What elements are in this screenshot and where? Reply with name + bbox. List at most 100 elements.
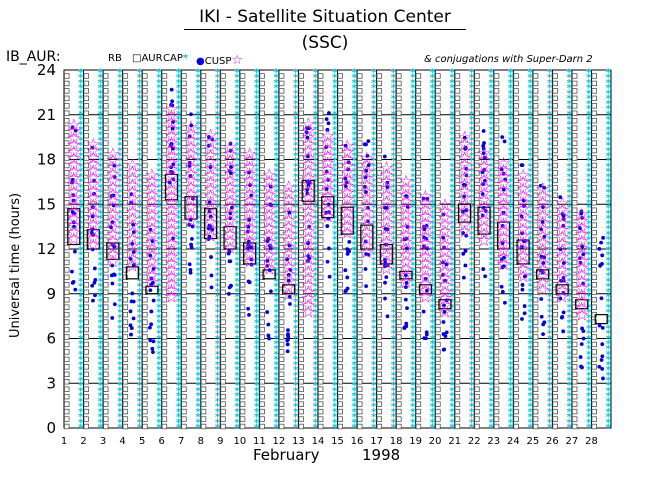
aur-marker	[122, 237, 129, 243]
cap-marker: *	[117, 182, 123, 193]
aur-marker	[259, 349, 265, 355]
cap-marker: *	[156, 240, 162, 251]
aur-marker	[357, 118, 363, 124]
aur-marker	[454, 80, 461, 87]
cap-marker: *	[156, 276, 162, 287]
cap-marker: *	[195, 177, 201, 188]
legend-cusp-icon: ●	[196, 56, 205, 67]
cap-marker: *	[215, 417, 221, 428]
aur-marker	[298, 408, 304, 415]
cap-marker: *	[176, 412, 182, 423]
aur-marker	[435, 155, 441, 161]
cap-marker: *	[117, 276, 123, 287]
cap-marker: *	[98, 219, 104, 230]
cap-marker: *	[98, 73, 104, 84]
cap-marker: *	[117, 402, 123, 413]
aur-marker	[161, 364, 168, 370]
cap-marker: *	[78, 229, 84, 240]
aur-marker	[200, 192, 207, 198]
aur-marker	[122, 267, 129, 273]
aur-marker	[181, 252, 187, 258]
aur-marker	[200, 341, 207, 348]
aur-marker	[278, 88, 285, 94]
aur-marker	[415, 103, 422, 109]
aur-marker	[181, 349, 187, 355]
cusp-marker	[189, 112, 193, 117]
conjugation-marker: ☆	[242, 145, 257, 165]
aur-marker	[122, 214, 129, 221]
aur-marker	[278, 73, 285, 79]
conjugation-marker: ☆	[379, 159, 394, 179]
aur-marker	[278, 304, 285, 310]
x-tick-label: 1	[61, 436, 67, 447]
cap-marker: *	[215, 386, 221, 397]
aur-marker	[474, 379, 480, 385]
cap-marker: *	[176, 255, 182, 266]
cap-marker: *	[156, 417, 162, 428]
aur-marker	[337, 297, 343, 303]
aur-marker	[200, 244, 207, 251]
aur-marker	[435, 341, 441, 348]
aur-marker	[103, 356, 109, 363]
aur-marker	[552, 408, 558, 415]
cap-marker: *	[137, 255, 143, 266]
cap-marker: *	[234, 276, 240, 287]
aur-marker	[357, 319, 363, 325]
aur-marker	[591, 244, 597, 251]
aur-marker	[220, 393, 226, 400]
aur-marker	[259, 423, 265, 430]
cap-marker: *	[176, 172, 182, 183]
cap-marker: *	[98, 417, 104, 428]
aur-marker	[571, 379, 578, 385]
aur-marker	[376, 103, 383, 109]
aur-marker	[552, 88, 558, 94]
aur-marker	[454, 297, 461, 303]
conjugation-marker: ☆	[66, 115, 81, 135]
cap-marker: *	[176, 120, 182, 131]
aur-marker	[435, 95, 441, 102]
aur-marker	[142, 110, 148, 116]
aur-marker	[64, 252, 70, 258]
cap-marker: *	[176, 203, 182, 214]
cap-marker: *	[234, 67, 240, 78]
cap-marker: *	[156, 146, 162, 157]
cap-marker: *	[78, 141, 84, 152]
aur-marker	[591, 162, 597, 169]
aur-marker	[161, 349, 168, 355]
cusp-marker	[209, 255, 213, 259]
cusp-marker	[600, 253, 605, 258]
aur-marker	[591, 356, 597, 363]
aur-marker	[513, 326, 519, 333]
cap-marker: *	[176, 130, 182, 141]
y-tick-label: 15	[37, 195, 56, 213]
aur-marker	[181, 401, 187, 407]
aur-marker	[200, 423, 207, 430]
cap-marker: *	[78, 276, 84, 287]
cap-marker: *	[98, 386, 104, 397]
aur-marker	[83, 222, 90, 228]
aur-marker	[571, 364, 578, 370]
cap-marker: *	[117, 360, 123, 371]
aur-marker	[122, 170, 129, 176]
cap-marker: *	[78, 329, 84, 340]
aur-marker	[318, 73, 324, 79]
x-tick-label: 23	[487, 436, 500, 447]
cap-marker: *	[137, 334, 143, 345]
aur-marker	[181, 311, 187, 318]
cap-marker: *	[156, 313, 162, 324]
cap-marker: *	[606, 67, 612, 78]
aur-marker	[337, 311, 343, 318]
aur-marker	[220, 379, 226, 385]
aur-marker	[532, 95, 539, 102]
aur-marker	[357, 401, 363, 407]
aur-marker	[454, 73, 461, 79]
aur-marker	[161, 416, 168, 422]
cap-marker: *	[78, 344, 84, 355]
conjugation-marker: ☆	[203, 126, 218, 146]
cap-marker: *	[215, 182, 221, 193]
aur-marker	[161, 95, 168, 102]
aur-marker	[259, 371, 265, 377]
aur-marker	[103, 416, 109, 422]
cap-marker: *	[78, 360, 84, 371]
aur-marker	[532, 326, 539, 333]
